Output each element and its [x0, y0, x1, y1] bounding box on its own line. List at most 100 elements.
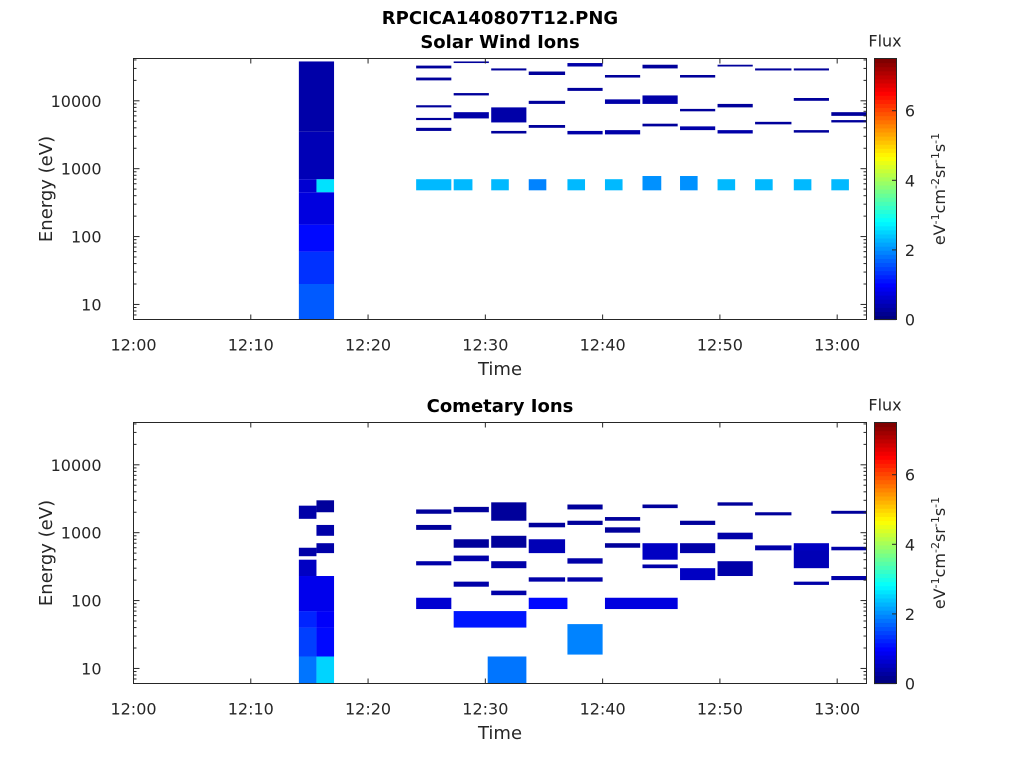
- y-tick-label: 1000: [61, 524, 102, 543]
- colorbar-segment: [874, 115, 896, 121]
- y-tick-label: 1000: [61, 160, 102, 179]
- heatmap-cell: [755, 121, 792, 125]
- x-tick-label: 13:00: [814, 336, 860, 355]
- colorbar-segment: [874, 270, 896, 276]
- colorbar-segment: [874, 557, 896, 562]
- colorbar-segment: [874, 536, 896, 542]
- heatmap-cell: [298, 611, 317, 628]
- heatmap-cell: [567, 130, 603, 135]
- colorbar-segment: [874, 544, 896, 550]
- heatmap-cell: [567, 504, 603, 510]
- heatmap-cell: [642, 176, 662, 191]
- colorbar-segment: [874, 455, 896, 460]
- heatmap-cell: [717, 103, 753, 108]
- colorbar-segment: [874, 160, 896, 166]
- colorbar-segment: [874, 650, 896, 656]
- colorbar-segment: [874, 156, 896, 162]
- x-tick-label: 12:00: [110, 700, 156, 719]
- colorbar-segment: [874, 597, 896, 603]
- x-tick-label: 12:50: [697, 336, 743, 355]
- colorbar-segment: [874, 250, 896, 255]
- colorbar-segment: [874, 561, 896, 566]
- colorbar-segment: [874, 197, 896, 202]
- colorbar-segment: [874, 99, 896, 104]
- colorbar-tick-label: 6: [905, 466, 915, 485]
- colorbar-segment: [874, 659, 896, 664]
- colorbar-segment: [874, 471, 896, 477]
- colorbar-segment: [874, 654, 896, 660]
- heatmap-cell: [453, 112, 489, 119]
- colorbar-segment: [874, 663, 896, 668]
- heatmap-cell: [642, 564, 678, 569]
- heatmap-cell: [453, 555, 489, 562]
- y-tick-label: 10000: [51, 92, 102, 111]
- heatmap-cell: [528, 179, 547, 191]
- colorbar-tick-label: 4: [905, 535, 915, 554]
- colorbar-segment: [874, 671, 896, 676]
- heatmap-cell: [528, 71, 566, 75]
- colorbar-segment: [874, 638, 896, 644]
- heatmap-cell: [298, 131, 335, 180]
- heatmap-cell: [528, 597, 568, 610]
- heatmap-cell: [491, 107, 527, 123]
- colorbar-segment: [874, 237, 896, 243]
- colorbar-segment: [874, 630, 896, 636]
- heatmap-cell: [831, 576, 867, 581]
- heatmap-cell: [642, 95, 678, 104]
- colorbar-segment: [874, 426, 896, 432]
- colorbar-segment: [874, 422, 896, 428]
- heatmap-cell: [491, 502, 527, 521]
- colorbar-segment: [874, 152, 896, 157]
- colorbar-segment: [874, 258, 896, 264]
- colorbar-segment: [874, 528, 896, 534]
- heatmap-cell: [680, 543, 716, 554]
- y-tick-label: 10000: [51, 456, 102, 475]
- y-tick-label: 10: [81, 295, 101, 314]
- heatmap-cell: [491, 68, 527, 71]
- colorbar-segment: [874, 618, 896, 623]
- colorbar-segment: [874, 246, 896, 251]
- colorbar-segment: [874, 483, 896, 489]
- y-axis-label: Energy (eV): [36, 136, 57, 242]
- heatmap-cell: [831, 510, 867, 514]
- heatmap-cell: [316, 627, 335, 657]
- colorbar: 0 2 4 6 Flux eV-1cm-2sr-1s-1: [868, 32, 949, 330]
- heatmap-cell: [298, 576, 335, 612]
- x-tick-label: 12:50: [697, 700, 743, 719]
- x-tick-label: 13:00: [814, 700, 860, 719]
- colorbar-segment: [874, 475, 896, 481]
- heatmap-cell: [416, 77, 452, 81]
- heatmap-cell: [416, 65, 452, 69]
- figure-title: RPCICA140807T12.PNG: [382, 8, 618, 29]
- heatmap-cell: [316, 179, 335, 193]
- y-tick-label: 100: [71, 228, 102, 247]
- colorbar-segment: [874, 646, 896, 652]
- colorbar-segment: [874, 123, 896, 129]
- heatmap-cell: [528, 100, 566, 104]
- colorbar-segment: [874, 176, 896, 182]
- heatmap-cell: [453, 581, 489, 587]
- x-tick-label: 12:10: [228, 700, 274, 719]
- panel-title-cometary: Cometary Ions: [427, 396, 574, 417]
- heatmap-cell: [316, 524, 335, 536]
- colorbar-segment: [874, 58, 896, 64]
- colorbar-segment: [874, 601, 896, 607]
- colorbar-segment: [874, 127, 896, 133]
- heatmap-cell: [491, 535, 527, 548]
- heatmap-cell: [680, 568, 716, 581]
- heatmap-cell: [604, 597, 678, 610]
- colorbar-segment: [874, 286, 896, 292]
- heatmap-cell: [316, 656, 335, 684]
- heatmap-cell: [416, 597, 452, 610]
- heatmap-cell: [298, 505, 317, 519]
- colorbar-segment: [874, 451, 896, 456]
- colorbar-segment: [874, 667, 896, 672]
- colorbar-tick-label: 6: [905, 102, 915, 121]
- colorbar-segment: [874, 303, 896, 308]
- heatmap-cell: [604, 543, 641, 548]
- y-axis-label: Energy (eV): [36, 500, 57, 606]
- colorbar-segment: [874, 512, 896, 517]
- colorbar-segment: [874, 577, 896, 583]
- colorbar-segment: [874, 504, 896, 509]
